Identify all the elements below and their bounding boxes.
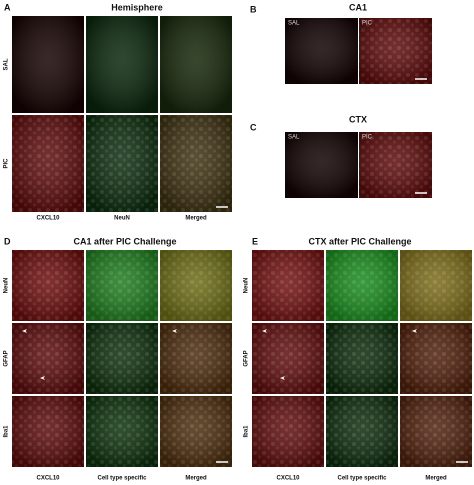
row-label: SAL	[4, 58, 10, 70]
panel-title: Hemisphere	[111, 2, 163, 12]
arrowhead	[262, 329, 267, 333]
row-label: GFAP	[4, 350, 10, 366]
inset-label: SAL	[288, 21, 300, 27]
arrowhead	[22, 329, 27, 333]
inset-label: PIC	[362, 135, 373, 141]
micrograph-shade	[326, 250, 398, 321]
inset-label: PIC	[362, 21, 373, 27]
panel-label: B	[250, 4, 257, 14]
micrograph-shade	[400, 323, 472, 394]
panel-label: D	[4, 236, 11, 246]
micrograph-shade	[86, 115, 158, 212]
column-label: Cell type specific	[337, 476, 387, 482]
panel-title: CTX	[349, 114, 367, 124]
micrograph-shade	[400, 396, 472, 467]
row-label: NeuN	[4, 278, 10, 294]
column-label: Cell type specific	[97, 476, 147, 482]
column-label: CXCL10	[36, 216, 60, 222]
micrograph-shade	[12, 250, 84, 321]
micrograph-shade	[326, 323, 398, 394]
micrograph-shade	[86, 16, 158, 113]
arrowhead	[172, 329, 177, 333]
micrograph-shade	[160, 396, 232, 467]
column-label: NeuN	[114, 216, 130, 222]
panel-title: CTX after PIC Challenge	[308, 236, 411, 246]
column-label: Merged	[185, 476, 207, 482]
arrowhead	[40, 376, 45, 380]
row-label: GFAP	[244, 350, 250, 366]
micrograph-shade	[252, 396, 324, 467]
micrograph-shade	[160, 323, 232, 394]
micrograph-shade	[400, 250, 472, 321]
column-label: CXCL10	[36, 476, 60, 482]
micrograph-shade	[160, 115, 232, 212]
panel-label: C	[250, 122, 257, 132]
micrograph-shade	[86, 250, 158, 321]
micrograph-shade	[359, 18, 432, 84]
panel-title: CA1 after PIC Challenge	[73, 236, 176, 246]
panel-label: A	[4, 2, 11, 12]
micrograph-shade	[12, 396, 84, 467]
micrograph-shade	[160, 250, 232, 321]
column-label: Merged	[425, 476, 447, 482]
micrograph-shade	[359, 132, 432, 198]
micrograph-shade	[160, 16, 232, 113]
micrograph-shade	[285, 18, 358, 84]
panel-label: E	[252, 236, 258, 246]
micrograph-shade	[86, 323, 158, 394]
micrograph-shade	[12, 323, 84, 394]
arrowhead	[280, 376, 285, 380]
arrowhead	[412, 329, 417, 333]
column-label: CXCL10	[276, 476, 300, 482]
micrograph-shade	[12, 16, 84, 113]
micrograph-shade	[86, 396, 158, 467]
row-label: Iba1	[4, 425, 10, 438]
row-label: Iba1	[244, 425, 250, 438]
row-label: NeuN	[244, 278, 250, 294]
micrograph-shade	[326, 396, 398, 467]
micrograph-shade	[252, 250, 324, 321]
panel-title: CA1	[349, 2, 367, 12]
micrograph-shade	[12, 115, 84, 212]
column-label: Merged	[185, 216, 207, 222]
micrograph-shade	[252, 323, 324, 394]
micrograph-shade	[285, 132, 358, 198]
inset-label: SAL	[288, 135, 300, 141]
row-label: PIC	[4, 158, 10, 169]
